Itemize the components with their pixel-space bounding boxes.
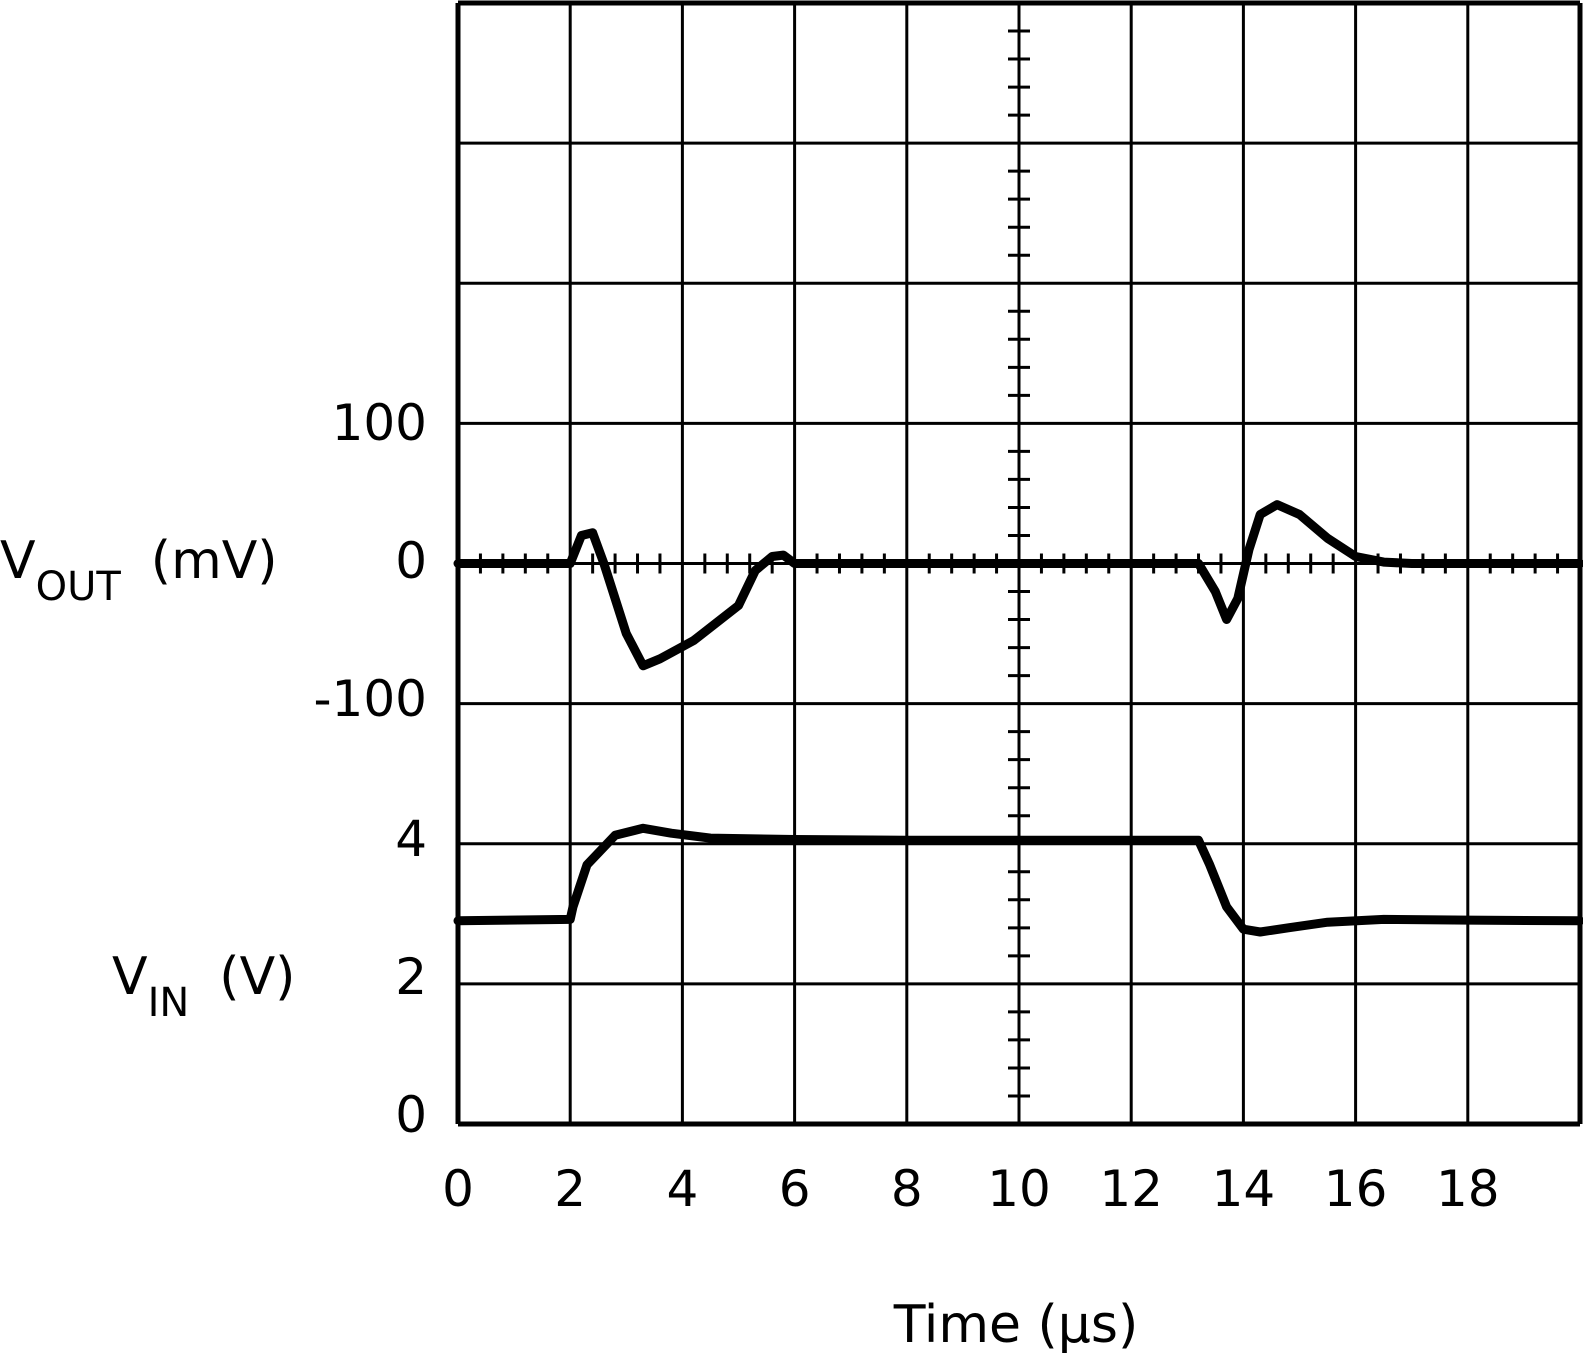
- vin-axis-label: VIN (V): [112, 947, 295, 1026]
- vout-label-main: V: [0, 531, 36, 591]
- x-tick-label: 0: [442, 1160, 474, 1218]
- vout-trace: [453, 500, 1583, 671]
- vin-label-sub: IN: [148, 980, 190, 1026]
- x-tick-label: 8: [891, 1160, 923, 1218]
- x-tick-labels: 0 2 4 6 8 10 12 14 16 18: [442, 1160, 1500, 1218]
- vout-label-unit: (mV): [151, 531, 278, 591]
- center-axis-ticks: [1008, 29, 1030, 1098]
- x-tick-label: 16: [1324, 1160, 1388, 1218]
- x-tick-label: 14: [1212, 1160, 1276, 1218]
- x-tick-label: 10: [987, 1160, 1051, 1218]
- vin-trace: [453, 823, 1583, 937]
- vout-label-sub: OUT: [36, 564, 122, 610]
- x-tick-label: 4: [666, 1160, 698, 1218]
- vout-axis-label: VOUT (mV): [0, 531, 278, 610]
- x-tick-label: 2: [554, 1160, 586, 1218]
- vin-label-main: V: [112, 947, 148, 1007]
- vin-tick-2: 2: [395, 948, 427, 1006]
- vin-label-unit: (V): [219, 947, 295, 1007]
- vout-tick-neg100: -100: [314, 670, 427, 728]
- vin-tick-4: 4: [395, 810, 427, 868]
- vout-tick-0: 0: [395, 532, 427, 590]
- x-tick-label: 12: [1099, 1160, 1163, 1218]
- x-tick-label: 18: [1436, 1160, 1500, 1218]
- vin-tick-0: 0: [395, 1086, 427, 1144]
- traces: [453, 500, 1583, 937]
- x-tick-label: 6: [779, 1160, 811, 1218]
- x-axis-label: Time (µs): [893, 1295, 1139, 1355]
- vout-tick-100: 100: [332, 394, 427, 452]
